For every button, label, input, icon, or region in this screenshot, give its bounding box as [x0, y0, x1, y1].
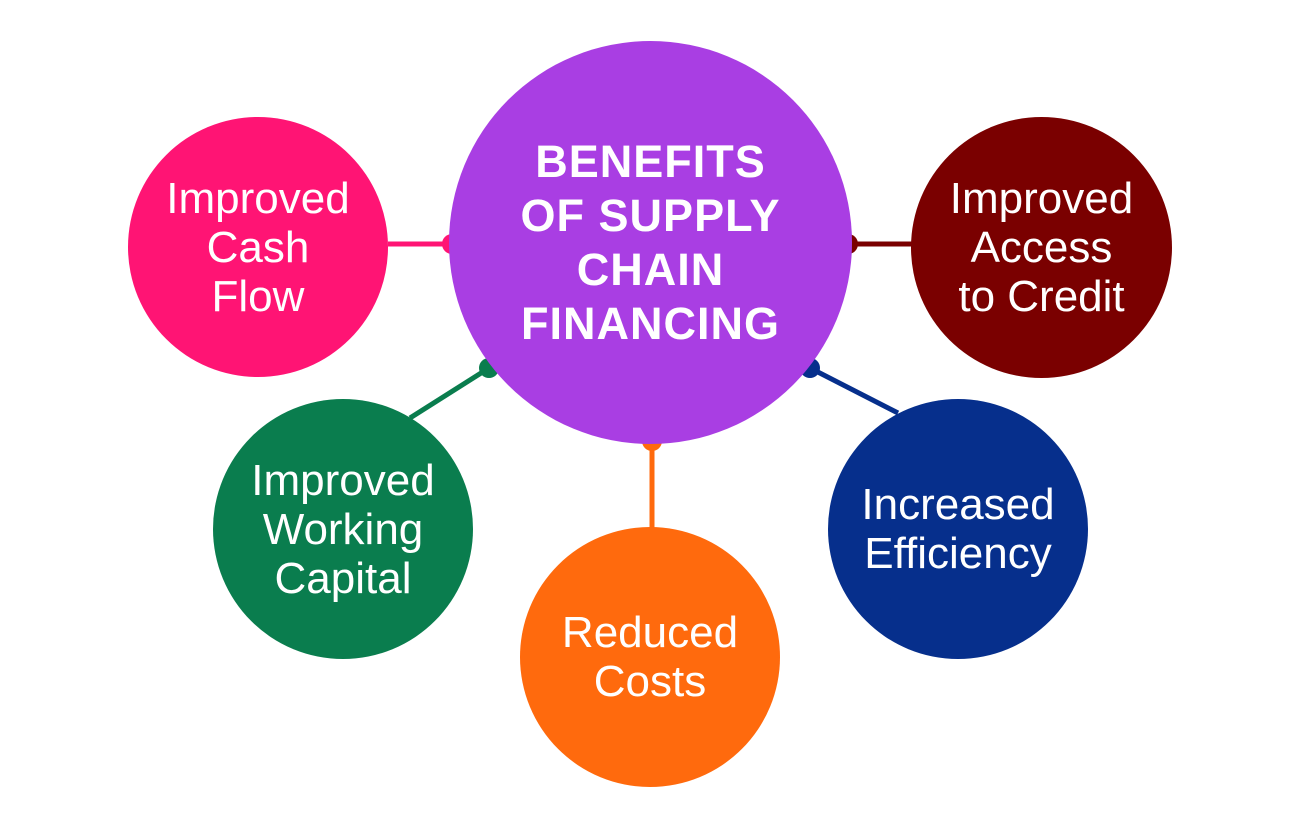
node-increased-efficiency: Increased Efficiency: [828, 399, 1088, 659]
center-node: BENEFITS OF SUPPLY CHAIN FINANCING: [449, 41, 852, 444]
connector-working: [408, 365, 491, 421]
node-label-working-capital: Improved Working Capital: [251, 455, 435, 603]
node-label-cash-flow: Improved Cash Flow: [166, 173, 350, 321]
node-label-access-to-credit: Improved Access to Credit: [949, 174, 1134, 321]
center-title: BENEFITS OF SUPPLY CHAIN FINANCING: [520, 135, 781, 349]
node-improved-working-capital: Improved Working Capital: [213, 399, 473, 659]
node-improved-access-to-credit: Improved Access to Credit: [911, 117, 1172, 378]
node-label-reduced-costs: Reduced Costs: [561, 608, 739, 706]
connector-efficiency: [808, 365, 900, 416]
node-reduced-costs: Reduced Costs: [520, 527, 780, 787]
node-improved-cash-flow: Improved Cash Flow: [128, 117, 388, 377]
node-label-increased-efficiency: Increased Efficiency: [861, 480, 1055, 578]
